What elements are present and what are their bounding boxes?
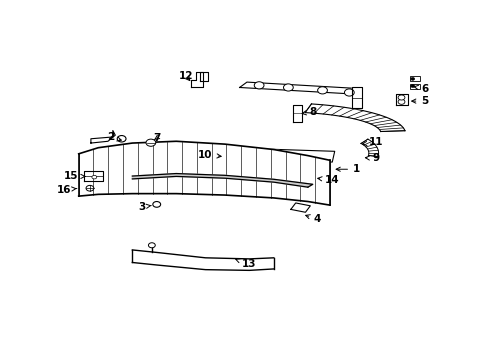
Text: 5: 5: [411, 96, 427, 106]
Polygon shape: [166, 146, 334, 162]
Text: 15: 15: [64, 171, 85, 181]
Circle shape: [148, 243, 155, 248]
Polygon shape: [199, 72, 207, 81]
Circle shape: [397, 99, 404, 104]
Polygon shape: [351, 87, 361, 108]
Circle shape: [397, 95, 404, 100]
Text: 14: 14: [317, 175, 339, 185]
Text: 3: 3: [138, 202, 151, 212]
Circle shape: [254, 82, 264, 89]
Text: 9: 9: [365, 153, 379, 163]
Polygon shape: [293, 105, 302, 122]
Polygon shape: [239, 82, 358, 94]
Circle shape: [117, 135, 126, 142]
Text: 13: 13: [235, 259, 256, 269]
Text: 8: 8: [302, 107, 316, 117]
Circle shape: [410, 77, 414, 80]
Polygon shape: [132, 174, 312, 187]
Circle shape: [344, 89, 353, 96]
Circle shape: [317, 87, 327, 94]
Polygon shape: [91, 131, 115, 143]
Circle shape: [146, 139, 156, 146]
Circle shape: [86, 185, 94, 191]
Polygon shape: [305, 104, 404, 131]
Text: 11: 11: [362, 138, 383, 147]
Polygon shape: [360, 139, 378, 157]
Text: 2: 2: [106, 132, 121, 142]
Text: 1: 1: [335, 164, 360, 174]
Polygon shape: [132, 250, 273, 270]
Circle shape: [92, 175, 97, 179]
Text: 12: 12: [179, 71, 193, 81]
Circle shape: [283, 84, 293, 91]
Bar: [409, 76, 419, 81]
Circle shape: [153, 202, 160, 207]
Text: 16: 16: [57, 185, 77, 195]
Text: 6: 6: [413, 84, 427, 94]
Text: 10: 10: [198, 150, 221, 160]
Text: 7: 7: [153, 133, 160, 143]
Polygon shape: [79, 141, 329, 205]
Bar: [409, 84, 419, 89]
Polygon shape: [290, 203, 310, 212]
Circle shape: [410, 85, 414, 87]
Polygon shape: [83, 171, 103, 181]
Polygon shape: [395, 94, 407, 105]
Text: 4: 4: [305, 215, 321, 224]
Polygon shape: [190, 72, 203, 87]
